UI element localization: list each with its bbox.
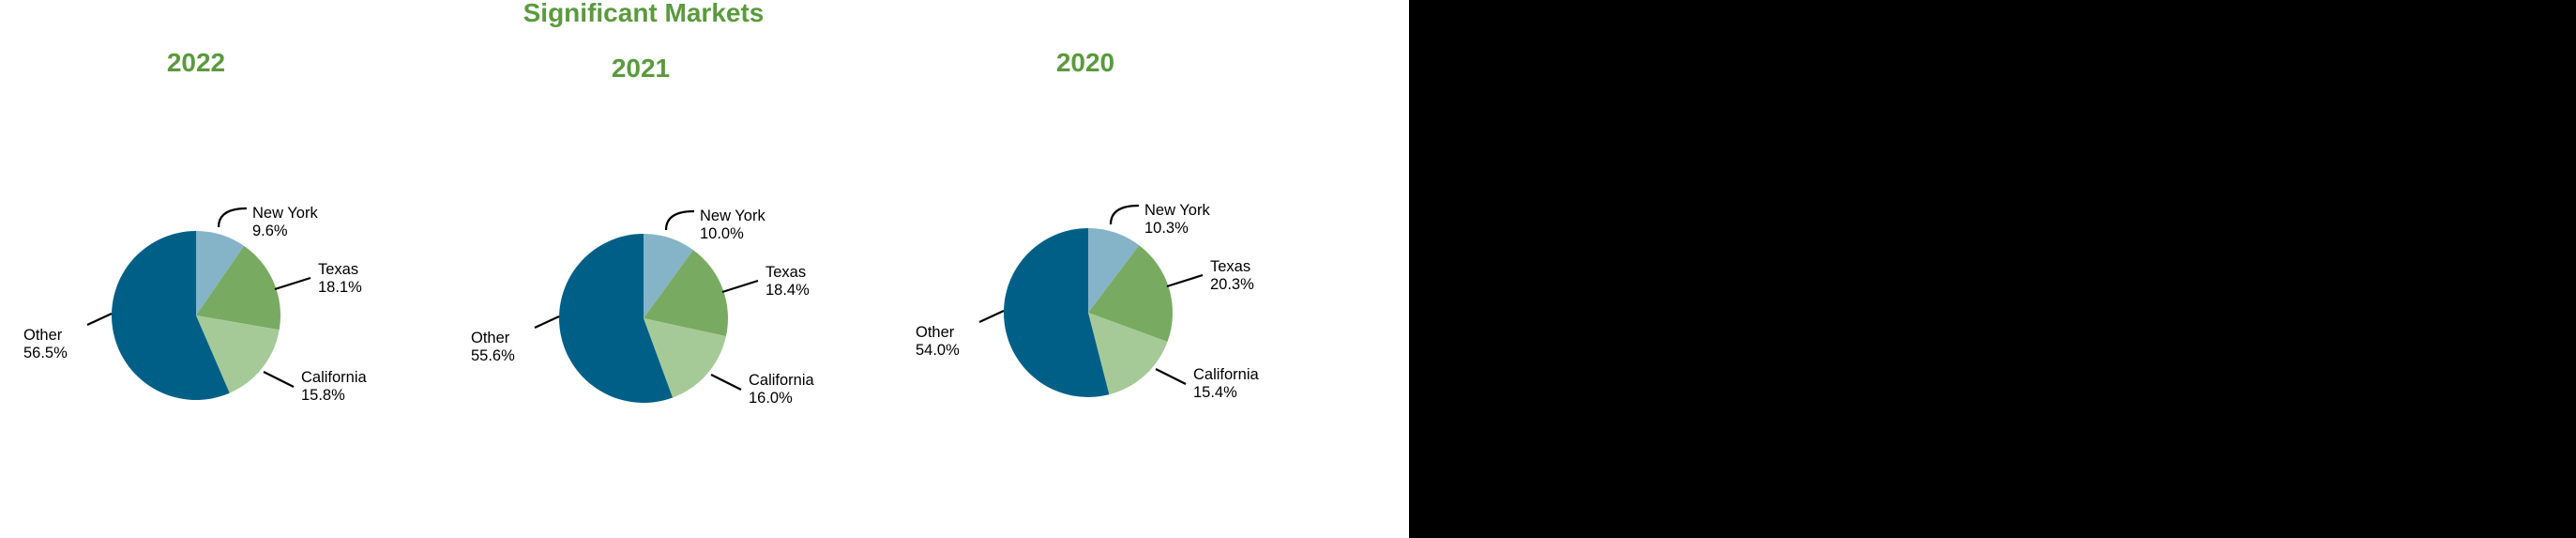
chart-title: Significant Markets bbox=[523, 0, 765, 27]
slice-value-label: 15.4% bbox=[1193, 384, 1237, 401]
pie-year-title: 2022 bbox=[167, 48, 225, 77]
slice-label: Other bbox=[471, 330, 510, 346]
slice-value-label: 15.8% bbox=[301, 387, 345, 404]
leader-line bbox=[710, 374, 742, 391]
pie-slice-california bbox=[644, 318, 726, 398]
leader-line bbox=[274, 276, 311, 291]
leader-line bbox=[1155, 368, 1187, 385]
slice-label: Other bbox=[23, 327, 63, 344]
leader-line bbox=[1166, 273, 1204, 288]
leader-line bbox=[978, 310, 1005, 323]
leader-line bbox=[1109, 204, 1140, 225]
slice-value-label: 20.3% bbox=[1210, 276, 1254, 293]
slice-label: New York bbox=[252, 205, 318, 222]
pie-slice-california bbox=[1088, 313, 1168, 395]
pie-slice-california bbox=[196, 315, 280, 393]
slice-value-label: 10.3% bbox=[1144, 220, 1189, 237]
slice-label: Other bbox=[916, 324, 955, 341]
slice-label: California bbox=[301, 369, 368, 386]
slice-label: Texas bbox=[1210, 258, 1250, 275]
slice-label: Texas bbox=[318, 261, 358, 278]
leader-line bbox=[217, 207, 248, 228]
leader-line bbox=[263, 371, 295, 388]
pie-slice-other bbox=[559, 234, 674, 403]
pie-slice-other bbox=[112, 231, 230, 400]
slice-value-label: 18.4% bbox=[765, 282, 810, 299]
slice-label: California bbox=[749, 372, 815, 389]
slice-value-label: 54.0% bbox=[916, 342, 960, 359]
slice-value-label: 9.6% bbox=[252, 223, 288, 239]
pie-slice-texas bbox=[1088, 245, 1174, 343]
leader-line bbox=[664, 209, 695, 231]
pie-slice-new-york bbox=[1088, 228, 1140, 313]
slice-label: California bbox=[1193, 366, 1260, 383]
pie-slice-texas bbox=[196, 245, 281, 330]
slice-value-label: 16.0% bbox=[749, 390, 793, 407]
leader-line bbox=[86, 313, 113, 326]
pie-slice-texas bbox=[644, 250, 728, 337]
leader-line bbox=[534, 315, 560, 329]
slice-value-label: 10.0% bbox=[700, 225, 744, 242]
pie-slice-new-york bbox=[196, 231, 245, 315]
pie-slice-new-york bbox=[644, 234, 693, 318]
slice-label: Texas bbox=[765, 264, 806, 281]
slice-label: New York bbox=[1144, 202, 1210, 219]
slice-value-label: 18.1% bbox=[318, 279, 362, 296]
slice-value-label: 55.6% bbox=[471, 347, 515, 364]
pie-slice-other bbox=[1003, 228, 1110, 397]
leader-line bbox=[721, 279, 759, 294]
pie-year-title: 2021 bbox=[612, 54, 670, 83]
chart-canvas: Significant Markets 2022 New York 9.6% Texa… bbox=[0, 0, 1409, 538]
slice-value-label: 56.5% bbox=[23, 345, 68, 361]
pie-year-title: 2020 bbox=[1056, 48, 1114, 77]
slice-label: New York bbox=[700, 208, 765, 224]
